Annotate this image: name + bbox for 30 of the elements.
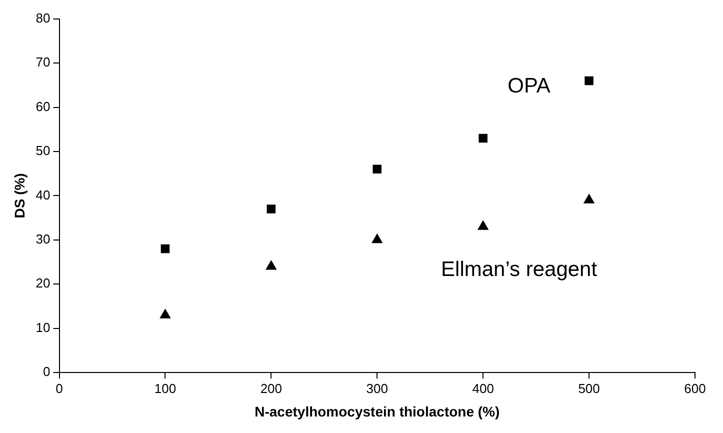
y-tick-label: 70 <box>36 54 50 70</box>
y-tick-label: 10 <box>36 320 50 335</box>
series-label: OPA <box>508 74 550 98</box>
x-tick-label: 200 <box>260 380 282 396</box>
point <box>372 234 382 244</box>
y-tick-label: 20 <box>36 276 50 291</box>
y-tick-label: 60 <box>36 98 50 114</box>
x-tick-label: 400 <box>472 380 494 396</box>
x-tick-label: 300 <box>366 380 388 396</box>
y-tick-label: 40 <box>36 187 50 202</box>
y-axis-title: DS (%) <box>11 173 28 218</box>
point <box>160 244 170 254</box>
y-tick-label: 80 <box>36 10 50 26</box>
x-axis-title: N-acetylhomocystein thiolactone (%) <box>254 403 500 420</box>
x-tick-label: 600 <box>684 380 706 396</box>
point <box>584 194 594 204</box>
point <box>478 134 488 143</box>
y-tick-label: 30 <box>36 232 50 247</box>
point <box>584 76 594 86</box>
point <box>266 260 276 270</box>
point <box>160 309 170 318</box>
y-tick-label: 0 <box>43 364 50 380</box>
x-tick-label: 100 <box>154 380 176 396</box>
y-tick-label: 50 <box>36 143 50 158</box>
point <box>266 204 276 214</box>
point <box>372 164 382 174</box>
text: Ellman’s reagent <box>441 258 598 281</box>
x-tick-label: 500 <box>578 380 600 396</box>
point <box>478 220 488 230</box>
x-tick-label: 0 <box>56 380 63 396</box>
